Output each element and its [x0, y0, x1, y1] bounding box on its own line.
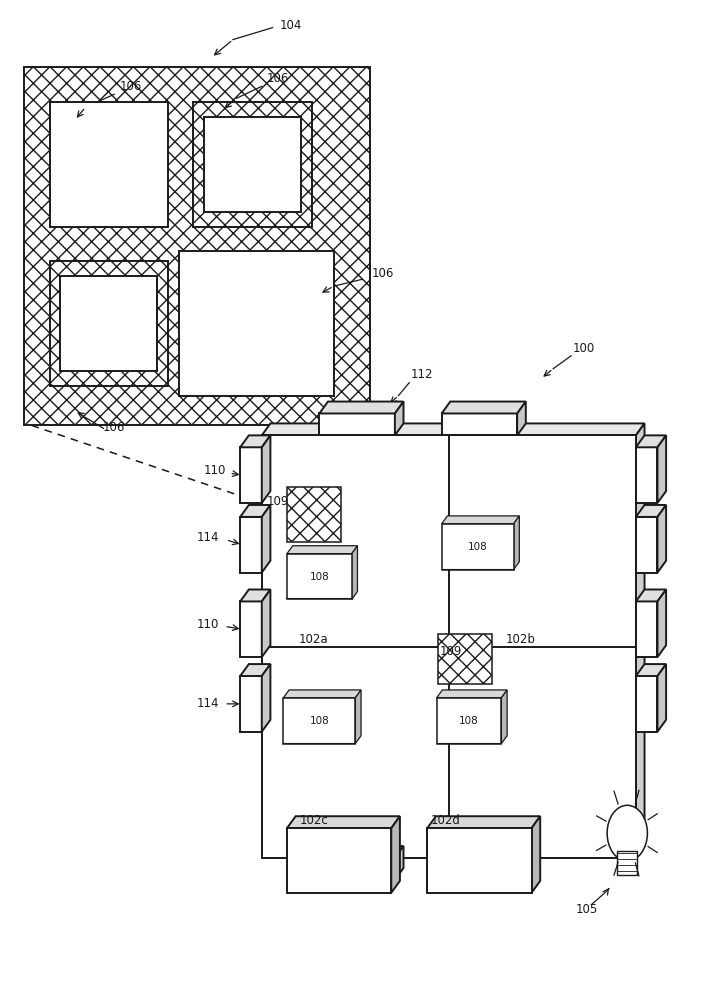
Polygon shape — [636, 517, 658, 573]
Polygon shape — [240, 505, 270, 517]
Polygon shape — [517, 846, 526, 880]
Polygon shape — [262, 664, 270, 732]
Polygon shape — [442, 402, 526, 413]
Text: 104: 104 — [279, 19, 302, 32]
Text: 102d: 102d — [431, 814, 460, 827]
Polygon shape — [427, 816, 540, 828]
Polygon shape — [531, 816, 540, 893]
Bar — [287, 828, 392, 893]
Polygon shape — [355, 690, 361, 744]
Polygon shape — [636, 505, 666, 517]
Polygon shape — [517, 402, 526, 435]
Bar — [49, 261, 168, 386]
Polygon shape — [262, 505, 270, 573]
Text: 106: 106 — [103, 421, 125, 434]
Polygon shape — [319, 858, 395, 880]
Text: 102c: 102c — [299, 814, 328, 827]
Polygon shape — [502, 690, 507, 744]
Polygon shape — [658, 435, 666, 503]
Text: 110: 110 — [196, 618, 219, 631]
Text: 106: 106 — [267, 72, 289, 85]
Circle shape — [607, 805, 647, 861]
Polygon shape — [513, 516, 519, 570]
Polygon shape — [240, 447, 262, 503]
Text: 110: 110 — [204, 464, 226, 477]
Text: 102b: 102b — [506, 633, 536, 646]
Polygon shape — [240, 601, 262, 657]
Bar — [194, 102, 312, 227]
Polygon shape — [319, 846, 404, 858]
Polygon shape — [636, 447, 658, 503]
Text: 108: 108 — [468, 542, 487, 552]
Polygon shape — [262, 435, 270, 503]
Text: 108: 108 — [459, 716, 478, 726]
Text: 109: 109 — [440, 645, 462, 658]
Bar — [179, 251, 334, 396]
Polygon shape — [436, 690, 507, 698]
Text: 106: 106 — [371, 267, 394, 280]
Polygon shape — [283, 690, 361, 698]
Text: 100: 100 — [573, 342, 595, 355]
Polygon shape — [442, 846, 526, 858]
Bar — [25, 67, 370, 425]
Polygon shape — [442, 858, 517, 880]
Polygon shape — [658, 589, 666, 657]
Polygon shape — [658, 505, 666, 573]
Text: 105: 105 — [576, 903, 598, 916]
Polygon shape — [240, 664, 270, 676]
Bar — [617, 851, 637, 875]
Polygon shape — [636, 676, 658, 732]
Polygon shape — [658, 664, 666, 732]
Polygon shape — [636, 423, 645, 858]
Polygon shape — [395, 846, 404, 880]
Bar — [427, 828, 531, 893]
Polygon shape — [352, 546, 357, 599]
Polygon shape — [287, 546, 357, 554]
Polygon shape — [319, 413, 395, 435]
Polygon shape — [636, 664, 666, 676]
Bar — [283, 698, 355, 744]
Polygon shape — [240, 676, 262, 732]
Text: 108: 108 — [310, 716, 329, 726]
Polygon shape — [395, 402, 404, 435]
Bar — [436, 698, 502, 744]
Text: 102a: 102a — [299, 633, 328, 646]
Polygon shape — [240, 435, 270, 447]
Bar — [287, 554, 352, 599]
Text: 109: 109 — [266, 495, 289, 508]
Text: 108: 108 — [310, 572, 329, 582]
Bar — [438, 634, 492, 684]
Bar — [49, 102, 168, 227]
Polygon shape — [636, 589, 666, 601]
Polygon shape — [442, 413, 517, 435]
Polygon shape — [240, 517, 262, 573]
Bar — [262, 435, 636, 858]
Text: 114: 114 — [196, 697, 219, 710]
Polygon shape — [262, 423, 645, 435]
Polygon shape — [392, 816, 400, 893]
Bar — [60, 276, 157, 371]
Polygon shape — [287, 816, 400, 828]
Bar — [442, 524, 513, 570]
Text: 106: 106 — [120, 80, 142, 93]
Polygon shape — [442, 516, 519, 524]
Bar — [204, 117, 302, 212]
Polygon shape — [636, 601, 658, 657]
Polygon shape — [636, 435, 666, 447]
Bar — [287, 487, 341, 542]
Text: 112: 112 — [410, 368, 433, 381]
Text: 114: 114 — [196, 531, 219, 544]
Polygon shape — [240, 589, 270, 601]
Polygon shape — [319, 402, 404, 413]
Polygon shape — [262, 589, 270, 657]
